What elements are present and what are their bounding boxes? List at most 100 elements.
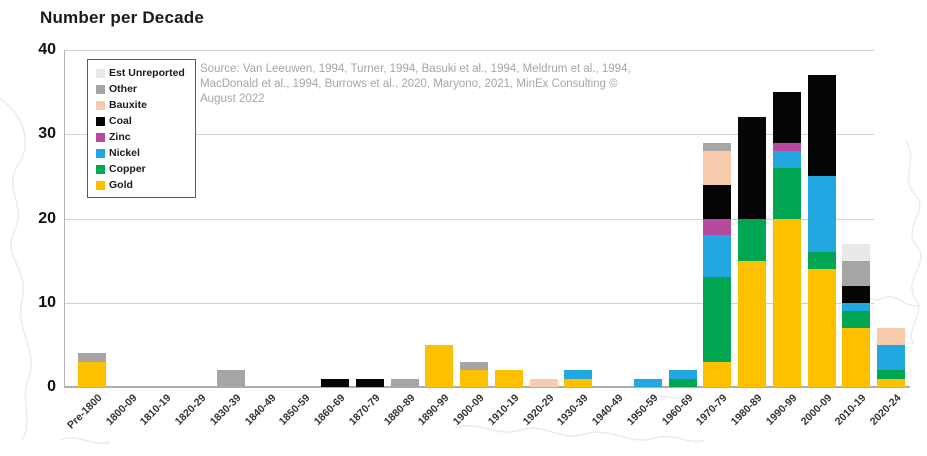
bar-segment-gold: [564, 378, 593, 387]
bar-1960-69: [668, 370, 697, 387]
legend-item-nickel: Nickel: [96, 147, 185, 159]
x-axis-label-1810-19: 1810-19: [138, 392, 174, 428]
plot-area: [64, 50, 874, 388]
x-axis-label-1870-79: 1870-79: [346, 392, 383, 428]
x-axis-label-1940-49: 1940-49: [589, 392, 626, 428]
x-axis-label-2010-19: 2010-19: [833, 392, 869, 428]
bar-segment-coal: [807, 75, 836, 177]
bar-segment-coal: [738, 117, 767, 219]
bar-segment-copper: [703, 277, 732, 362]
bar-segment-gold: [425, 344, 454, 387]
bar-segment-other: [460, 361, 489, 371]
bar-segment-zinc: [772, 142, 801, 152]
bar-segment-gold: [78, 361, 106, 387]
legend-swatch-copper: [96, 164, 105, 174]
x-axis-label-1820-29: 1820-29: [172, 392, 209, 428]
y-axis-label-40: 40: [38, 41, 56, 58]
bar-1920-29: [529, 378, 558, 387]
gridline-20: [65, 218, 874, 220]
bar-segment-other: [78, 353, 106, 362]
legend-item-other: Other: [96, 83, 185, 95]
x-axis-label-1950-59: 1950-59: [624, 392, 661, 428]
bar-segment-nickel: [807, 176, 836, 253]
legend-item-zinc: Zinc: [96, 131, 185, 143]
bar-segment-est-unreported: [842, 243, 871, 261]
bar-segment-bauxite: [703, 151, 732, 185]
bar-segment-gold: [738, 260, 767, 387]
bar-segment-copper: [877, 370, 906, 379]
bar-segment-nickel: [877, 344, 906, 371]
bar-segment-nickel: [772, 151, 801, 168]
bar-segment-nickel: [703, 235, 732, 278]
bar-segment-gold: [877, 378, 906, 387]
y-axis-label-20: 20: [38, 209, 56, 227]
bar-1970-79: [703, 142, 732, 387]
bar-1950-59: [633, 378, 662, 387]
x-axis-label-1900-09: 1900-09: [450, 392, 487, 428]
x-axis-label-1930-39: 1930-39: [555, 392, 591, 428]
bar-segment-gold: [807, 269, 836, 387]
bar-segment-copper: [842, 311, 871, 329]
bar-1880-89: [390, 378, 419, 387]
legend-swatch-other: [96, 84, 105, 94]
bar-1910-19: [494, 370, 523, 387]
x-axis-label-1830-39: 1830-39: [207, 392, 244, 428]
x-axis-label-2000-09: 2000-09: [798, 392, 835, 428]
bar-segment-zinc: [703, 218, 732, 236]
x-axis-label-1880-89: 1880-89: [381, 392, 418, 428]
x-axis-label-1850-59: 1850-59: [277, 392, 313, 428]
legend-swatch-nickel: [96, 148, 105, 158]
bar-segment-gold: [703, 361, 732, 387]
legend-label: Est Unreported: [109, 67, 185, 79]
bar-segment-nickel: [668, 370, 697, 379]
bar-1890-99: [425, 344, 454, 387]
legend-swatch-est-unreported: [96, 68, 105, 78]
bar-segment-coal: [703, 184, 732, 219]
x-axis-label-1910-19: 1910-19: [485, 392, 522, 428]
x-axis-label-1800-09: 1800-09: [103, 392, 140, 428]
legend-swatch-bauxite: [96, 100, 105, 110]
legend-label: Gold: [109, 179, 133, 191]
x-axis-label-1980-89: 1980-89: [728, 392, 765, 428]
bar-1860-69: [321, 378, 350, 387]
bar-segment-other: [703, 142, 732, 152]
y-axis-label-30: 30: [38, 125, 56, 143]
legend: Est Unreported Other Bauxite Coal Zinc Nickel…: [87, 59, 196, 198]
legend-item-est-unreported: Est Unreported: [96, 67, 185, 79]
bar-segment-coal: [772, 92, 801, 143]
x-axis-label-pre-1800: Pre-1800: [65, 392, 105, 432]
bar-segment-copper: [807, 252, 836, 270]
bar-segment-nickel: [564, 370, 593, 379]
bar-segment-coal: [355, 378, 384, 387]
x-axis-label-1840-49: 1840-49: [242, 392, 279, 428]
legend-label: Nickel: [109, 147, 140, 159]
x-axis-label-2020-24: 2020-24: [867, 392, 904, 428]
bar-segment-copper: [738, 218, 767, 261]
bar-segment-other: [390, 378, 419, 387]
bar-2010-19: [842, 243, 871, 387]
bar-segment-copper: [668, 378, 697, 387]
bar-segment-other: [216, 370, 245, 387]
legend-label: Other: [109, 83, 138, 95]
bar-segment-other: [842, 260, 871, 286]
bar-1930-39: [564, 370, 593, 387]
bar-2000-09: [807, 75, 836, 387]
bar-segment-coal: [842, 285, 871, 303]
legend-item-coal: Coal: [96, 115, 185, 127]
bar-1990-99: [772, 92, 801, 387]
bar-1870-79: [355, 378, 384, 387]
legend-label: Coal: [109, 115, 132, 127]
bar-1830-39: [216, 370, 245, 387]
source-note: Source: Van Leeuwen, 1994, Turner, 1994,…: [200, 63, 631, 106]
x-axis-line: [64, 386, 910, 388]
bars-layer: [64, 50, 927, 387]
bar-segment-nickel: [842, 302, 871, 312]
gridline-30: [65, 134, 874, 136]
legend-item-gold: Gold: [96, 179, 185, 191]
x-axis-labels: Pre-1800 1800-09 1810-19 1820-29 1830-39 1840…: [64, 392, 927, 452]
bar-segment-gold: [460, 370, 489, 387]
bar-segment-bauxite: [877, 328, 906, 345]
legend-item-copper: Copper: [96, 163, 185, 175]
bar-segment-copper: [772, 167, 801, 219]
